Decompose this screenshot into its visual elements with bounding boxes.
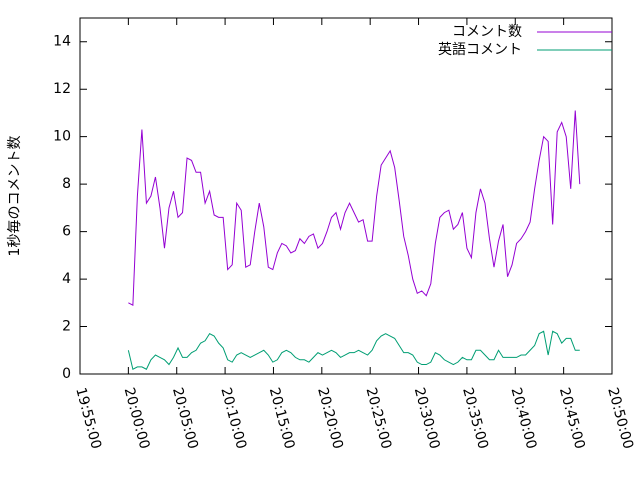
x-tick-label: 20:05:00: [169, 386, 201, 451]
y-tick-label: 0: [62, 366, 71, 382]
y-tick-label: 8: [62, 176, 71, 192]
x-tick-label: 20:20:00: [314, 386, 346, 451]
y-tick-label: 2: [62, 319, 71, 335]
x-tick-label: 20:45:00: [556, 386, 588, 451]
x-tick-label: 19:55:00: [72, 386, 104, 451]
x-tick-label: 20:40:00: [508, 386, 540, 451]
x-tick-label: 20:25:00: [362, 386, 394, 451]
x-tick-label: 20:15:00: [266, 386, 298, 451]
series-line: [127, 330, 580, 370]
y-tick-label: 14: [53, 34, 71, 50]
y-axis-label: 1秒毎のコメント数: [7, 136, 23, 257]
legend-label: 英語コメント: [438, 41, 522, 58]
x-tick-label: 20:30:00: [411, 386, 443, 451]
legend-label: コメント数: [452, 24, 522, 40]
x-tick-label: 20:35:00: [459, 386, 491, 451]
x-tick-label: 20:50:00: [604, 386, 636, 451]
y-tick-label: 4: [62, 271, 71, 287]
y-tick-label: 6: [62, 224, 71, 240]
series-line: [128, 110, 581, 306]
plot-border: [79, 17, 613, 375]
y-tick-label: 10: [53, 129, 71, 145]
x-tick-label: 20:00:00: [121, 386, 153, 451]
x-tick-label: 20:10:00: [217, 386, 249, 451]
y-tick-label: 12: [53, 81, 71, 97]
